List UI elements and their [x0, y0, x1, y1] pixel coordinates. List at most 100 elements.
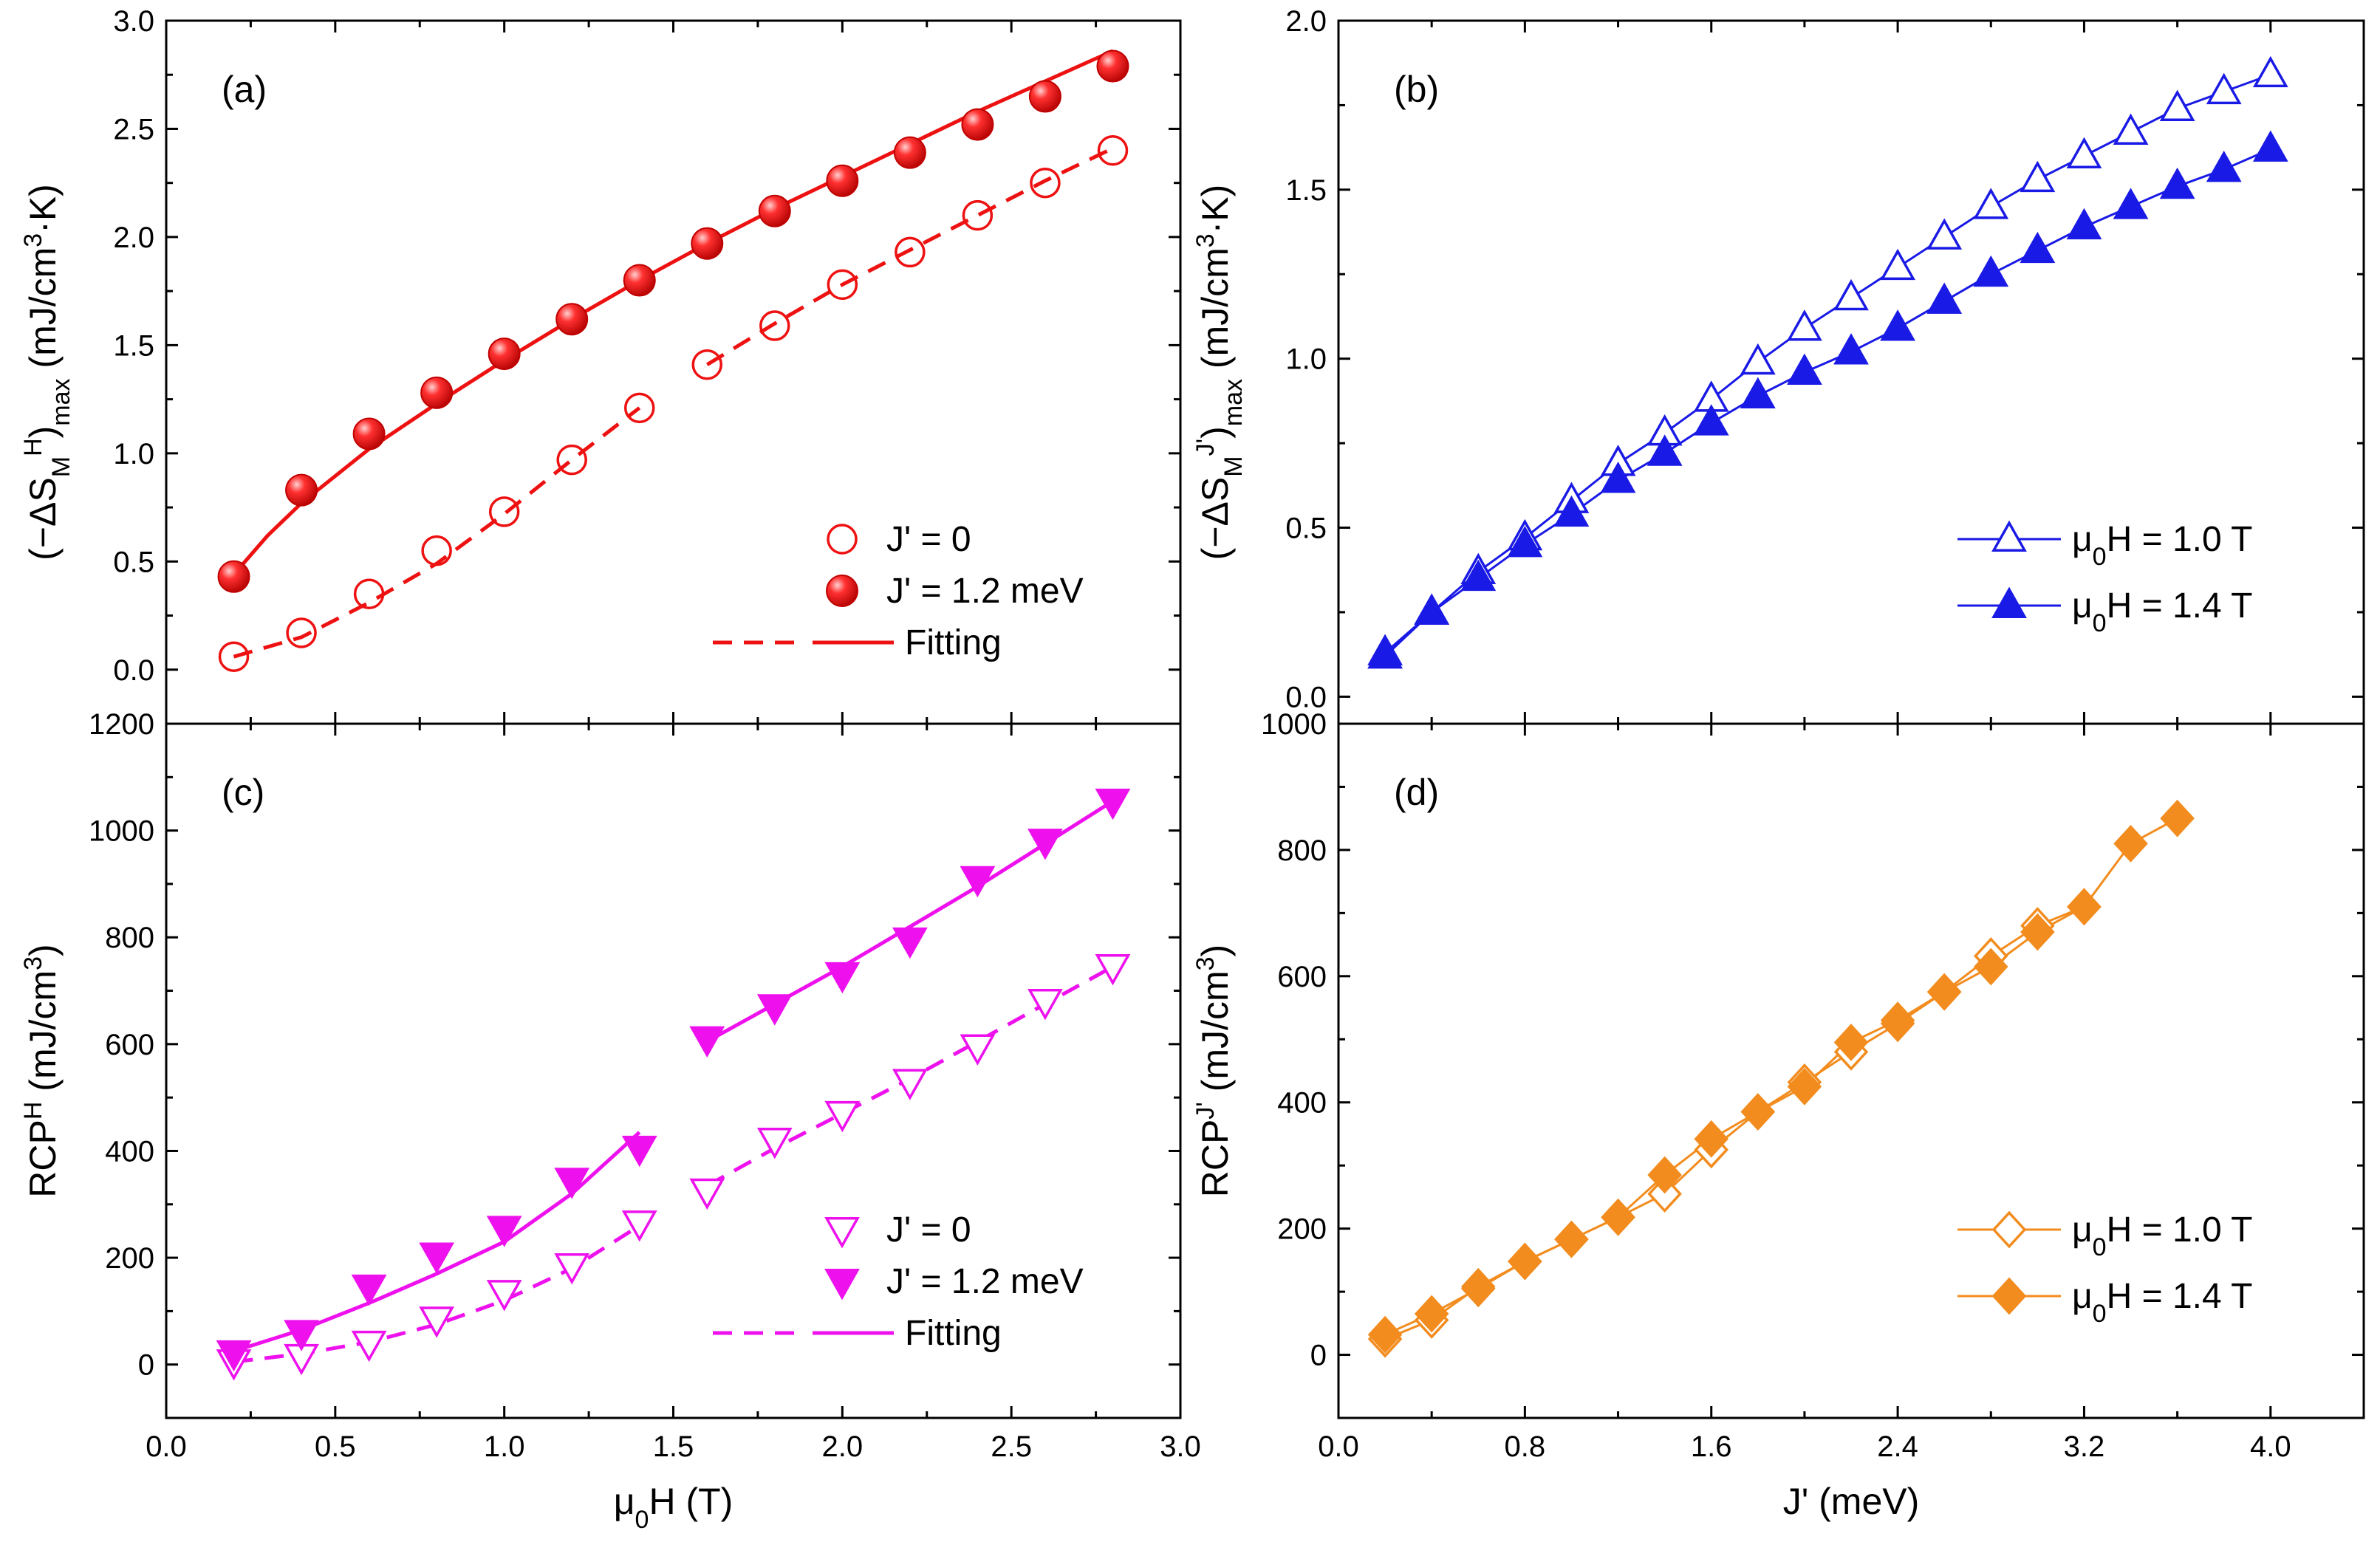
series-line	[1384, 817, 2178, 1336]
data-point	[824, 1100, 861, 1133]
data-point	[216, 1340, 252, 1372]
y-tick-label: 0.0	[113, 654, 154, 687]
data-point	[1926, 282, 1963, 314]
data-point	[1787, 309, 1822, 341]
data-point	[353, 578, 385, 609]
legend-marker	[824, 1217, 860, 1249]
data-point	[1027, 829, 1063, 860]
data-point	[488, 496, 520, 527]
data-point	[1460, 1269, 1496, 1308]
data-point	[486, 1280, 522, 1312]
data-point	[756, 1128, 793, 1159]
data-point	[2020, 913, 2055, 951]
data-point	[1414, 1295, 1449, 1333]
series-d-1	[1367, 799, 2195, 1354]
data-point	[1600, 462, 1636, 493]
data-point	[2206, 72, 2242, 105]
series-a-1	[217, 49, 1129, 593]
legend-label: Fitting	[905, 1314, 1002, 1353]
data-point	[1095, 788, 1131, 820]
series-line	[1384, 73, 2271, 654]
data-point	[621, 1135, 657, 1168]
legend-marker	[826, 575, 858, 607]
y-tick-label: 1.0	[1285, 343, 1327, 376]
data-point	[2113, 824, 2148, 863]
data-point	[893, 136, 926, 169]
x-axis-label-c: μ0H (T)	[614, 1481, 734, 1534]
y-tick-label: 400	[1277, 1087, 1327, 1120]
y-tick-label: 0.0	[1285, 681, 1327, 713]
data-point	[420, 376, 454, 409]
y-axis-label-a: (−ΔSMH)max (mJ/cm3·K)	[19, 184, 75, 561]
data-point	[892, 1069, 928, 1100]
data-point	[2066, 137, 2102, 169]
data-point	[1027, 989, 1063, 1021]
x-tick-label: 1.6	[1691, 1430, 1732, 1463]
data-point	[2020, 160, 2056, 193]
data-point	[218, 641, 250, 672]
panel-d: 0.0 0.8 1.6 2.4 3.2 4.0 0 200 400 600 800 1000 (d) RC…	[1191, 708, 2365, 1522]
data-point	[1460, 559, 1497, 592]
data-point	[960, 866, 996, 898]
legend-label: μ0H = 1.4 T	[2072, 586, 2252, 637]
legend-a: J' = 0 J' = 1.2 meV Fitting	[713, 520, 1084, 662]
legend-b: μ0H = 1.0 T μ0H = 1.4 T	[1957, 520, 2252, 637]
data-point	[691, 349, 723, 380]
data-point	[1833, 333, 1869, 365]
x-tick-label: 2.0	[822, 1430, 864, 1463]
data-point	[2066, 208, 2102, 240]
data-point	[351, 1274, 387, 1306]
data-point	[756, 994, 793, 1026]
data-point	[286, 617, 317, 648]
panel-c: 0.0 0.5 1.0 1.5 2.0 2.5 3.0 0 200 400 600 800 1000 12…	[19, 708, 1201, 1534]
panel-label-c: (c)	[222, 772, 264, 813]
data-point	[758, 194, 791, 227]
series-b-1	[1367, 130, 2288, 669]
legend-marker	[1991, 1277, 2027, 1315]
data-point	[2159, 167, 2195, 199]
data-point	[1926, 218, 1963, 250]
data-point	[1973, 188, 2009, 219]
legend-marker	[827, 524, 858, 555]
data-point	[284, 1320, 319, 1351]
series-line	[1384, 148, 2271, 657]
data-point	[621, 1210, 657, 1242]
data-point	[419, 1242, 455, 1274]
data-point	[217, 560, 250, 593]
legend-marker	[1991, 586, 2027, 618]
data-point	[1740, 377, 1776, 408]
data-point	[962, 199, 994, 231]
data-point	[1646, 434, 1683, 466]
data-point	[1833, 278, 1869, 311]
data-point	[2020, 231, 2056, 264]
y-tick-label: 1000	[89, 815, 154, 848]
x-tick-label: 0.0	[1318, 1430, 1359, 1463]
data-point	[1647, 1156, 1682, 1194]
x-tick-label: 2.4	[1877, 1430, 1918, 1463]
legend-label: μ0H = 1.0 T	[2072, 1210, 2252, 1261]
data-point	[1787, 1067, 1822, 1106]
data-point	[352, 417, 386, 450]
plot-frame-d	[1337, 722, 2365, 1419]
data-point	[759, 310, 790, 341]
panel-label-a: (a)	[222, 69, 267, 110]
y-tick-label: 2.0	[1285, 5, 1327, 38]
data-point	[556, 444, 587, 476]
data-point	[1880, 248, 1915, 281]
data-point	[1833, 1024, 1869, 1061]
data-point	[1097, 135, 1129, 166]
legend-marker	[824, 1269, 860, 1301]
data-point	[421, 535, 452, 566]
y-tick-label: 600	[1277, 961, 1327, 993]
data-point	[1926, 973, 1962, 1011]
y-tick-label: 3.0	[113, 5, 154, 38]
data-point	[2113, 188, 2149, 219]
y-tick-label: 2.0	[113, 222, 154, 254]
y-tick-label: 0.5	[113, 546, 154, 578]
data-point	[2159, 89, 2195, 121]
plot-frame-c	[165, 722, 1182, 1419]
y-tick-label: 2.5	[113, 113, 154, 145]
data-point	[1880, 1001, 1915, 1040]
data-point	[1787, 353, 1822, 385]
series-a-0	[218, 135, 1129, 672]
